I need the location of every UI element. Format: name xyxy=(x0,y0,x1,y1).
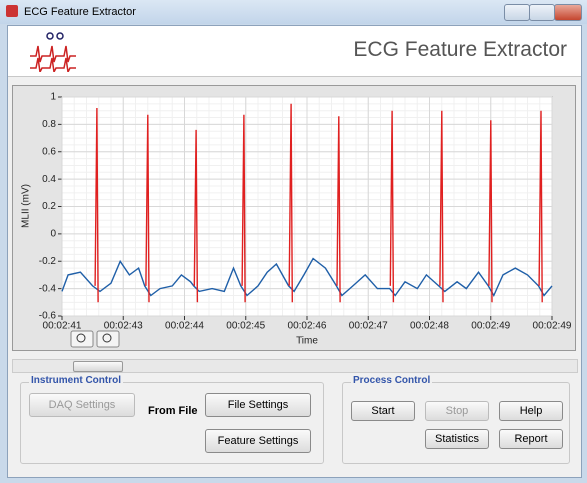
minimize-button[interactable] xyxy=(504,4,530,21)
y-tick-label: 0 xyxy=(50,229,56,240)
scroll-thumb[interactable] xyxy=(73,361,123,372)
source-label: From File xyxy=(148,405,198,417)
x-tick-label: 00:02:46 xyxy=(288,321,327,332)
y-tick-label: 0.6 xyxy=(42,146,56,157)
close-button[interactable] xyxy=(554,4,582,21)
x-tick-label: 00:02:49 xyxy=(533,321,572,332)
signal-line xyxy=(94,103,543,303)
y-tick-label: 0.8 xyxy=(42,119,56,130)
instrument-control-group: Instrument Control DAQ Settings From Fil… xyxy=(20,375,324,464)
stop-button[interactable]: Stop xyxy=(425,401,489,421)
client-area: ECG Feature Extractor MLII (mV) Time -0.… xyxy=(7,25,582,478)
x-tick-label: 00:02:41 xyxy=(43,321,82,332)
x-tick-label: 00:02:48 xyxy=(410,321,449,332)
window-title: ECG Feature Extractor xyxy=(24,6,136,18)
logo xyxy=(30,32,76,72)
report-button[interactable]: Report xyxy=(499,429,563,449)
group-title: Process Control xyxy=(351,375,433,386)
x-tick-label: 00:02:49 xyxy=(471,321,510,332)
x-tick-label: 00:02:47 xyxy=(349,321,388,332)
statistics-button[interactable]: Statistics xyxy=(425,429,489,449)
y-tick-label: 0.4 xyxy=(42,174,56,185)
y-axis-label: MLII (mV) xyxy=(21,184,32,228)
header-title: ECG Feature Extractor xyxy=(353,38,567,61)
app-icon xyxy=(6,5,18,17)
title-bar: ECG Feature Extractor xyxy=(0,0,587,24)
group-title: Instrument Control xyxy=(29,375,123,386)
daq-settings-button[interactable]: DAQ Settings xyxy=(29,393,135,417)
maximize-button[interactable] xyxy=(529,4,555,21)
y-tick-label: -0.2 xyxy=(39,256,57,267)
y-tick-label: 1 xyxy=(50,92,56,103)
help-button[interactable]: Help xyxy=(499,401,563,421)
signal-line xyxy=(61,257,553,298)
x-axis-label: Time xyxy=(296,336,318,347)
file-settings-button[interactable]: File Settings xyxy=(205,393,311,417)
y-tick-label: 0.2 xyxy=(42,201,56,212)
x-tick-label: 00:02:44 xyxy=(165,321,204,332)
header: ECG Feature Extractor xyxy=(8,26,581,77)
x-tick-label: 00:02:45 xyxy=(226,321,265,332)
zoom-out-button[interactable] xyxy=(96,330,120,348)
chart: MLII (mV) Time -0.6 -0.4 -0.2 0 0.2 0.4 0.6 0.8… xyxy=(12,85,576,351)
zoom-in-button[interactable] xyxy=(70,330,94,348)
y-tick-label: -0.4 xyxy=(39,283,57,294)
start-button[interactable]: Start xyxy=(351,401,415,421)
scrollbar[interactable] xyxy=(12,359,578,373)
feature-settings-button[interactable]: Feature Settings xyxy=(205,429,311,453)
process-control-group: Process Control Start Stop Help Statisti… xyxy=(342,375,570,464)
x-tick-label: 00:02:43 xyxy=(104,321,143,332)
y-tick-label: -0.6 xyxy=(39,311,57,322)
